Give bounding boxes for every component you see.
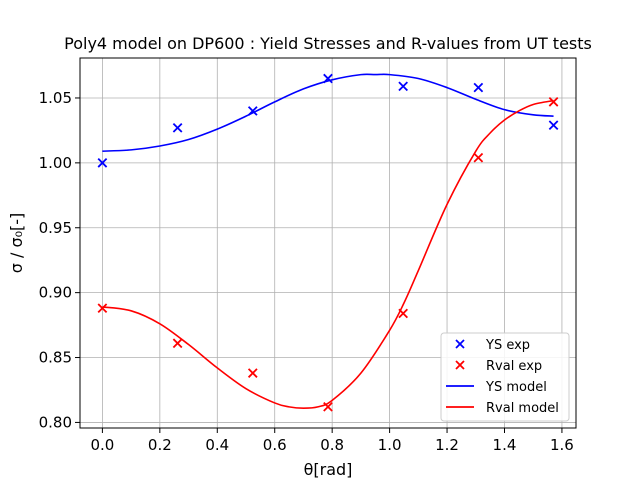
y-tick-label: 0.85 [39,349,72,367]
y-tick-label: 1.05 [39,89,72,107]
rval-exp-point [97,303,108,314]
ys-exp-series [97,73,559,168]
y-axis-title: σ / σ₀[-] [7,213,26,274]
legend-entry-rval-exp: Rval exp [455,359,542,374]
legend-entry-ys-model: YS model [446,380,547,395]
series-layer [97,73,559,412]
y-tick-label: 0.90 [39,284,72,302]
x-tick-label: 1.4 [493,436,517,454]
x-tick-label: 0.6 [263,436,287,454]
ys-exp-point [398,81,408,92]
legend-marker [455,339,465,349]
x-tick-label: 1.6 [550,436,574,454]
x-tick-label: 0.8 [320,436,344,454]
x-axis-title: θ[rad] [304,460,353,479]
legend-label: Rval exp [486,359,542,374]
ys-exp-point [548,120,559,131]
legend-label: YS model [485,380,547,395]
rval-exp-series [97,97,559,412]
rval-exp-point [473,152,484,163]
legend-marker [455,360,465,370]
ys-model-line [102,73,554,152]
ys-exp-point [323,73,333,84]
legend: YS exp Rval exp YS model Rval model [440,332,570,422]
chart-title: Poly4 model on DP600 : Yield Stresses an… [64,34,592,53]
ys-exp-point [172,122,183,133]
ys-exp-point [247,106,258,116]
legend-entry-ys-exp: YS exp [455,338,530,353]
legend-entry-rval-model: Rval model [446,401,559,416]
legend-box [440,332,570,422]
rval-exp-point [398,308,408,319]
x-tick-label: 0.0 [90,436,114,454]
ticks: 0.0 0.2 0.4 0.6 0.8 1.0 1.2 1.4 1.6 0.80 0.85 0.90 0… [39,89,574,454]
y-tick-label: 0.95 [39,219,72,237]
x-tick-label: 1.0 [378,436,402,454]
legend-label: Rval model [486,401,559,416]
legend-entries: YS exp Rval exp YS model Rval model [446,338,559,416]
x-tick-label: 0.4 [205,436,229,454]
rval-exp-point [247,368,258,378]
rval-model-line [102,99,554,409]
legend-label: YS exp [485,338,530,353]
y-tick-label: 0.80 [39,413,72,431]
rval-exp-point [548,97,559,107]
y-tick-label: 1.00 [39,154,72,172]
ys-exp-point [97,158,108,168]
x-tick-label: 1.2 [435,436,459,454]
rval-exp-point [172,338,183,349]
plot-frame [79,57,577,429]
x-tick-label: 0.2 [148,436,172,454]
grid [80,58,576,428]
ys-exp-point [473,82,484,93]
rval-exp-point [323,402,333,412]
